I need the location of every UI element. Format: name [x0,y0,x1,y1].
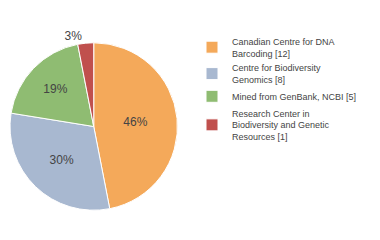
svg-text:Research Center inBiodiversity: Research Center inBiodiversity and Genet… [232,109,330,142]
svg-text:19%: 19% [43,82,67,96]
svg-text:30%: 30% [50,153,74,167]
svg-text:3%: 3% [65,29,83,43]
svg-text:Centre for BiodiversityGenomic: Centre for BiodiversityGenomics [8] [232,63,321,85]
svg-text:Canadian Centre for DNABarcodi: Canadian Centre for DNABarcoding [12] [232,37,335,59]
svg-text:Mined from GenBank, NCBI [5]: Mined from GenBank, NCBI [5] [232,92,356,102]
svg-text:46%: 46% [123,115,147,129]
